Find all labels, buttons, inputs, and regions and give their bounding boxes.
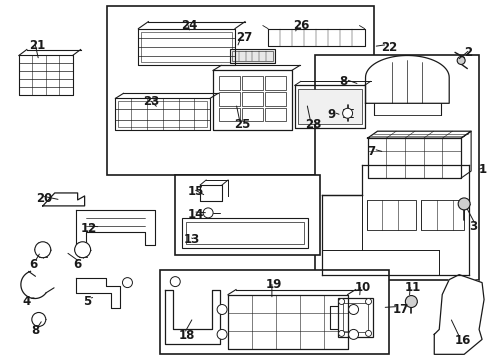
Bar (366, 200, 415, 230)
Bar (182, 218, 307, 248)
Text: 15: 15 (187, 185, 203, 198)
Polygon shape (433, 275, 483, 354)
Circle shape (170, 276, 180, 287)
Text: 22: 22 (381, 41, 397, 54)
Bar (242, 108, 263, 121)
Circle shape (217, 305, 226, 315)
Bar (297, 89, 361, 124)
Text: 12: 12 (81, 222, 97, 235)
Bar (337, 298, 372, 337)
Text: 8: 8 (31, 324, 39, 337)
Polygon shape (42, 193, 84, 206)
Text: 9: 9 (327, 108, 335, 121)
Bar (314, 55, 478, 280)
Text: 8: 8 (339, 75, 347, 89)
Bar (106, 6, 374, 175)
Circle shape (122, 278, 132, 288)
Circle shape (203, 208, 213, 218)
Bar (342, 302, 367, 332)
Circle shape (457, 198, 469, 210)
Bar (421, 200, 463, 230)
Circle shape (365, 298, 371, 305)
Text: 20: 20 (36, 192, 52, 205)
Circle shape (456, 57, 464, 64)
Text: 3: 3 (468, 220, 476, 233)
Bar (141, 32, 232, 62)
Bar (219, 76, 240, 90)
Text: 17: 17 (392, 302, 408, 315)
Bar (242, 76, 263, 90)
Bar (160, 270, 388, 354)
Text: 28: 28 (304, 118, 321, 131)
Polygon shape (76, 278, 120, 307)
Bar (264, 92, 285, 105)
Circle shape (338, 298, 344, 305)
Polygon shape (165, 289, 220, 345)
Text: 27: 27 (236, 31, 252, 44)
Circle shape (75, 242, 90, 258)
Text: 23: 23 (143, 95, 159, 108)
Circle shape (348, 305, 358, 315)
Text: 6: 6 (74, 258, 82, 271)
Text: 4: 4 (23, 294, 31, 307)
Bar (118, 101, 207, 127)
Text: 24: 24 (181, 19, 197, 32)
Text: 25: 25 (234, 118, 250, 131)
Bar (264, 76, 285, 90)
Text: 2: 2 (463, 45, 471, 59)
Text: 1: 1 (478, 163, 486, 176)
Circle shape (32, 312, 46, 327)
Bar (232, 50, 272, 62)
Text: 18: 18 (178, 329, 194, 342)
Text: 26: 26 (292, 19, 308, 32)
Circle shape (217, 329, 226, 339)
Text: 16: 16 (453, 334, 469, 347)
Polygon shape (76, 210, 155, 245)
Text: 5: 5 (82, 294, 91, 307)
Bar (186, 222, 303, 244)
Circle shape (365, 330, 371, 336)
Circle shape (405, 296, 416, 307)
Text: 19: 19 (265, 278, 282, 291)
Text: 6: 6 (29, 258, 37, 271)
Bar (242, 92, 263, 105)
Bar (175, 175, 319, 255)
Text: 10: 10 (354, 280, 370, 294)
Circle shape (35, 242, 51, 258)
Circle shape (348, 329, 358, 339)
Circle shape (338, 330, 344, 336)
Text: 13: 13 (183, 233, 199, 246)
Text: 7: 7 (367, 145, 375, 158)
Text: 14: 14 (187, 208, 203, 221)
Text: 11: 11 (404, 280, 420, 294)
Bar (229, 49, 274, 63)
Bar (219, 92, 240, 105)
Bar (264, 108, 285, 121)
Bar (219, 108, 240, 121)
Circle shape (342, 108, 352, 118)
Text: 21: 21 (29, 39, 45, 51)
